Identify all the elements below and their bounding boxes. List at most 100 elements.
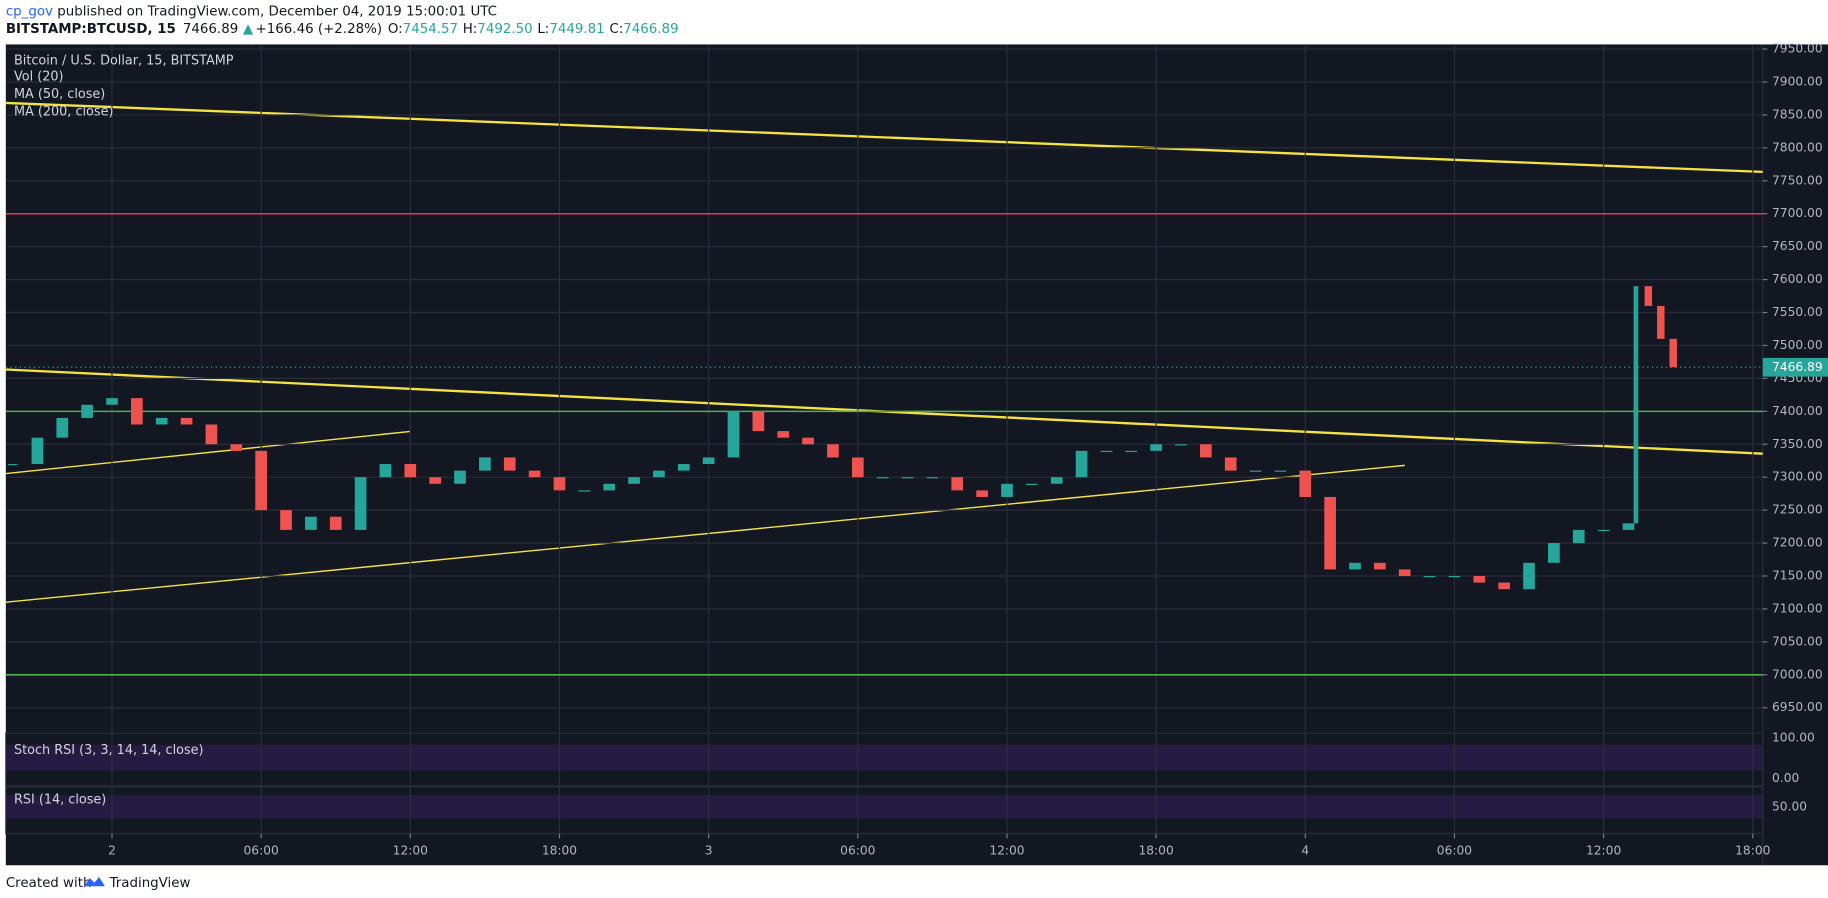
brand-logo: [83, 876, 105, 887]
candle: [155, 417, 168, 425]
stoch-band: [5, 744, 1763, 771]
legend-item: Bitcoin / U.S. Dollar, 15, BITSTAMP: [14, 53, 234, 68]
y-tick-label: 7500.00: [1772, 338, 1823, 352]
candle: [1125, 450, 1138, 453]
candle: [1669, 338, 1677, 368]
y-tick-label: 6950.00: [1772, 700, 1823, 714]
stoch-label: Stoch RSI (3, 3, 14, 14, close): [14, 743, 204, 758]
candle: [926, 477, 939, 479]
candle: [1448, 576, 1461, 578]
candle: [354, 477, 367, 530]
plot: [5, 44, 1768, 839]
last-price: 7466.89: [183, 22, 238, 37]
rsi-band: [5, 795, 1763, 819]
author[interactable]: cp_gov: [6, 5, 53, 20]
high-label: H:: [463, 22, 478, 37]
x-tick-label: 18:00: [1138, 844, 1173, 858]
candle: [653, 470, 665, 478]
open: 7454.57: [403, 22, 458, 37]
candle: [827, 444, 839, 458]
x-tick-label: 4: [1301, 844, 1309, 858]
y-tick-label: 7750.00: [1772, 173, 1823, 187]
stoch-top: 100.00: [1772, 730, 1815, 744]
candle: [603, 483, 616, 491]
open-label: O:: [388, 22, 403, 37]
candle: [1597, 529, 1610, 532]
candle: [329, 516, 342, 530]
low: 7449.81: [549, 22, 604, 37]
candle: [1398, 569, 1411, 577]
rsi-mid: 50.00: [1772, 799, 1807, 813]
current-price-label: 7466.89: [1772, 360, 1823, 374]
close: 7466.89: [623, 22, 678, 37]
candle: [1324, 496, 1336, 570]
y-tick-label: 7950.00: [1772, 42, 1823, 56]
candle: [1050, 477, 1063, 484]
candle: [578, 490, 591, 492]
trendline: [5, 430, 411, 475]
legend-item: MA (50, close): [14, 87, 105, 102]
y-tick-label: 7900.00: [1772, 74, 1823, 88]
brand-link[interactable]: TradingView: [109, 876, 191, 891]
y-tick-label: 7100.00: [1772, 601, 1823, 615]
x-tick-label: 18:00: [1735, 844, 1770, 858]
footer-text: Created with: [6, 876, 92, 891]
change-arrow: ▲: [243, 22, 254, 37]
candle: [479, 457, 491, 471]
candle: [379, 464, 392, 478]
candle: [528, 470, 541, 478]
candle: [752, 411, 765, 432]
x-tick-label: 12:00: [1586, 844, 1621, 858]
x-tick-label: 06:00: [840, 844, 875, 858]
candle: [1100, 450, 1113, 453]
candle: [1299, 470, 1312, 497]
y-tick-label: 7850.00: [1772, 107, 1823, 121]
candle: [1657, 305, 1665, 339]
candle: [553, 477, 566, 491]
candle: [1150, 444, 1162, 451]
candle: [951, 477, 964, 491]
symbol: BITSTAMP:BTCUSD, 15: [6, 22, 176, 37]
candle: [131, 398, 143, 425]
y-tick-label: 7350.00: [1772, 437, 1823, 451]
x-tick-label: 18:00: [542, 844, 577, 858]
y-tick-label: 7600.00: [1772, 272, 1823, 286]
candle: [1001, 483, 1013, 497]
y-tick-label: 7300.00: [1772, 470, 1823, 484]
candle: [429, 477, 441, 484]
candle: [677, 464, 690, 471]
current-price-tag: [1762, 357, 1828, 377]
candle: [1249, 470, 1262, 472]
candle: [305, 516, 317, 530]
candle: [1224, 457, 1237, 471]
candle: [81, 404, 93, 418]
y-tick-label: 7250.00: [1772, 503, 1823, 517]
candle: [404, 464, 417, 478]
candle: [1349, 562, 1361, 570]
candle: [702, 457, 715, 465]
y-tick-label: 7700.00: [1772, 206, 1823, 220]
candle: [1622, 523, 1635, 530]
candle: [1633, 286, 1639, 524]
candle: [976, 490, 988, 497]
candle: [7, 464, 18, 466]
close-label: C:: [609, 22, 623, 37]
candle: [1548, 543, 1560, 563]
candle: [255, 450, 267, 511]
candle: [56, 417, 69, 438]
candle: [1423, 576, 1436, 578]
low-label: L:: [537, 22, 549, 37]
candle: [1025, 483, 1038, 485]
candle: [777, 431, 790, 438]
candle: [106, 398, 118, 405]
candle: [454, 470, 466, 484]
x-tick-label: 12:00: [393, 844, 428, 858]
candle: [31, 437, 44, 465]
y-tick-label: 7200.00: [1772, 536, 1823, 550]
candle: [876, 477, 889, 479]
y-tick-label: 7050.00: [1772, 634, 1823, 648]
trendline: [5, 464, 1405, 603]
candle: [901, 477, 914, 479]
